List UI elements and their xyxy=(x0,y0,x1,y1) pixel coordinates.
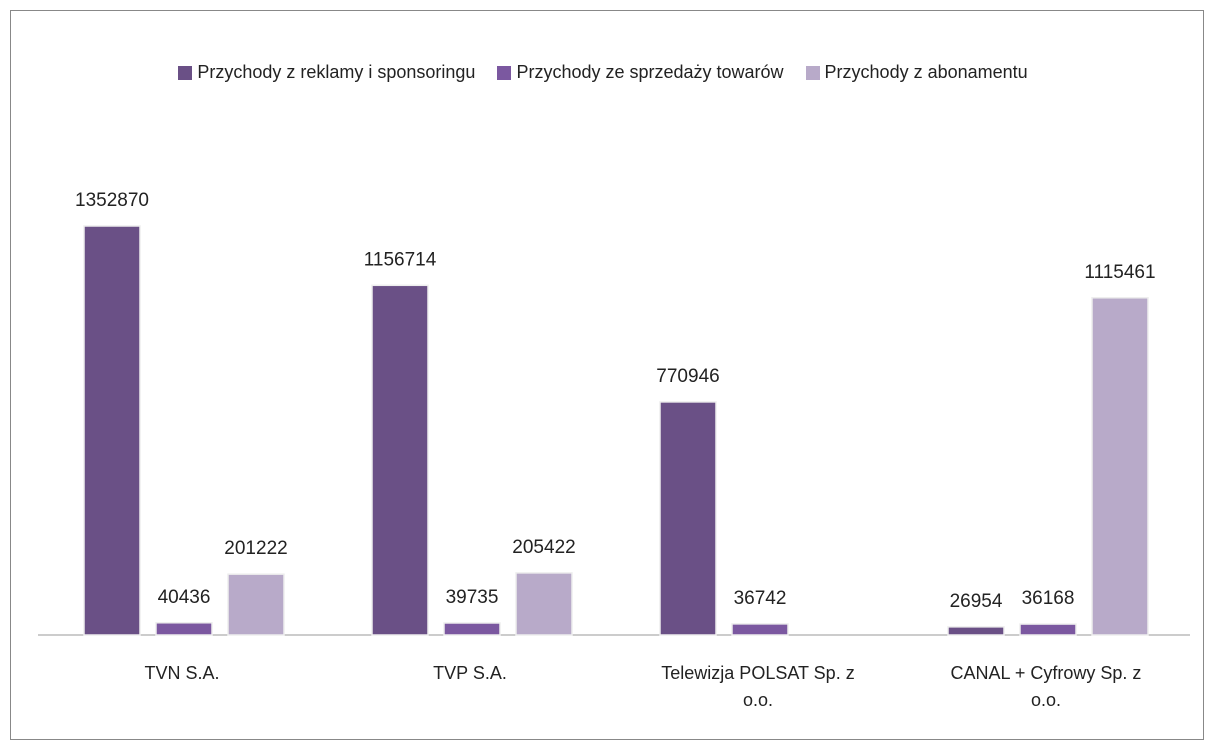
legend-item: Przychody ze sprzedaży towarów xyxy=(497,62,784,83)
bar xyxy=(83,225,141,636)
legend: Przychody z reklamy i sponsoringu Przycho… xyxy=(0,62,1206,83)
legend-swatch xyxy=(178,65,193,80)
bar xyxy=(371,284,429,636)
legend-item: Przychody z abonamentu xyxy=(805,62,1028,83)
data-label: 205422 xyxy=(512,537,575,558)
x-tick-label: TVP S.A. xyxy=(433,663,507,683)
legend-label: Przychody z abonamentu xyxy=(824,62,1028,82)
bar xyxy=(659,401,717,636)
bar xyxy=(731,623,789,636)
data-label: 39735 xyxy=(446,587,499,608)
data-label: 40436 xyxy=(158,587,211,608)
data-label: 26954 xyxy=(950,591,1003,612)
bar xyxy=(443,622,501,636)
bar xyxy=(155,622,213,636)
legend-swatch xyxy=(805,65,820,80)
bar xyxy=(1019,623,1077,636)
x-tick-label: CANAL + Cyfrowy Sp. z o.o. xyxy=(950,663,1142,710)
data-label: 770946 xyxy=(656,366,719,387)
data-label: 36742 xyxy=(734,588,787,609)
bar xyxy=(947,626,1005,636)
data-label: 36168 xyxy=(1022,588,1075,609)
data-label: 1352870 xyxy=(75,190,149,211)
legend-label: Przychody z reklamy i sponsoringu xyxy=(197,62,476,82)
legend-item: Przychody z reklamy i sponsoringu xyxy=(178,62,475,83)
data-label: 201222 xyxy=(224,538,287,559)
x-tick-label: TVN S.A. xyxy=(144,663,220,683)
bar xyxy=(227,573,285,636)
legend-label: Przychody ze sprzedaży towarów xyxy=(516,62,784,82)
data-label: 1156714 xyxy=(364,249,437,270)
x-tick-label: Telewizja POLSAT Sp. z o.o. xyxy=(661,663,855,710)
bar xyxy=(515,572,573,636)
data-label: 1115461 xyxy=(1084,262,1155,283)
bar xyxy=(1091,297,1149,636)
legend-swatch xyxy=(497,65,512,80)
